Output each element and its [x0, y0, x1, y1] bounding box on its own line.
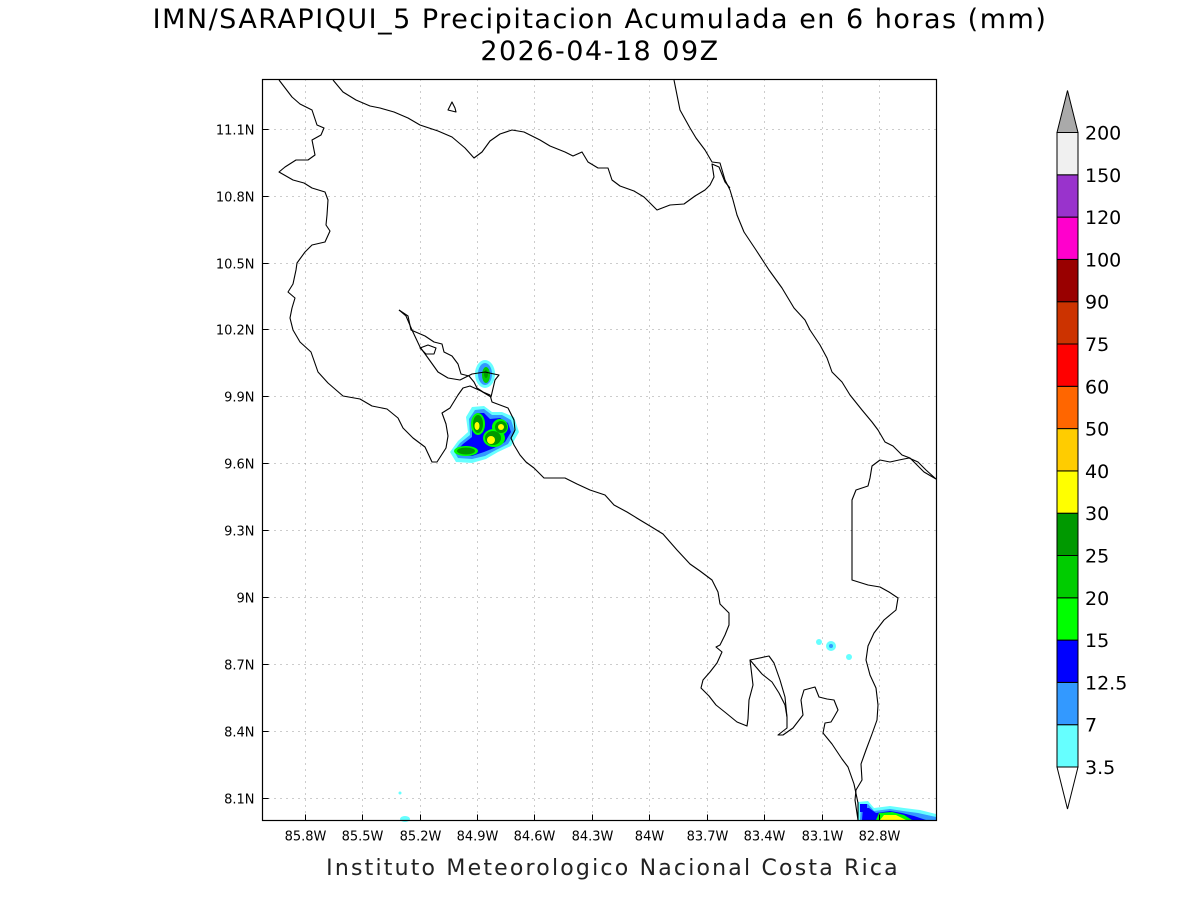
colorbar-label: 75 — [1085, 334, 1109, 356]
colorbar-label: 40 — [1085, 461, 1109, 483]
island-chira — [419, 344, 437, 355]
y-tick-label: 9.3N — [224, 525, 254, 540]
colorbar-label: 12.5 — [1085, 672, 1127, 694]
border-panama — [851, 457, 937, 821]
x-tick-label: 83.1W — [802, 830, 844, 845]
map-title: IMN/SARAPIQUI_5 Precipitacion Acumulada … — [152, 4, 1048, 35]
colorbar-label: 200 — [1085, 123, 1121, 145]
colorbar-label: 30 — [1085, 503, 1109, 525]
coastline-inner-gulf — [749, 659, 788, 718]
colorbar-swatch — [1056, 216, 1079, 260]
coastline-pacific-nicoya — [278, 79, 500, 463]
footer-credit: Instituto Meteorologico Nacional Costa R… — [326, 856, 900, 881]
y-tick-label: 10.5N — [216, 258, 255, 273]
colorbar-label: 100 — [1085, 249, 1121, 271]
colorbar-swatch — [1056, 385, 1079, 430]
colorbar-swatch — [1056, 258, 1079, 303]
y-tick-label: 11.1N — [216, 124, 255, 139]
precip-cluster-central — [450, 360, 519, 463]
y-axis: 8.1N 8.4N 8.7N 9N 9.3N 9.6N 9.9N 10.2N 10.5N 10.8… — [216, 124, 269, 808]
colorbar-swatch — [1056, 724, 1079, 768]
colorbar-swatch — [1056, 132, 1079, 176]
gridlines — [262, 79, 937, 821]
colorbar: 3.5 7 12.5 15 20 25 30 40 50 60 75 90 100 120 150 200 — [1056, 90, 1127, 810]
colorbar-swatch — [1056, 174, 1079, 218]
map-frame — [261, 78, 938, 822]
x-tick-label: 84.3W — [572, 830, 614, 845]
x-tick-label: 82.8W — [859, 830, 901, 845]
map-date-subtitle: 2026-04-18 09Z — [480, 36, 720, 67]
y-tick-label: 10.8N — [216, 191, 255, 206]
coastline-caribbean-main — [673, 79, 937, 480]
colorbar-label: 15 — [1085, 630, 1109, 652]
colorbar-label: 3.5 — [1085, 757, 1115, 779]
precipitation-field — [398, 360, 936, 822]
x-tick-label: 84.9W — [457, 830, 499, 845]
island-north — [447, 101, 457, 113]
colorbar-label: 120 — [1085, 207, 1121, 229]
colorbar-label: 25 — [1085, 546, 1109, 568]
precip-cluster-corner — [858, 801, 936, 820]
colorbar-swatch — [1056, 428, 1079, 472]
y-tick-label: 9.9N — [224, 391, 254, 406]
x-tick-label: 83.4W — [744, 830, 786, 845]
y-tick-label: 9N — [237, 592, 255, 607]
precip-spots-southeast — [398, 639, 852, 822]
y-tick-label: 8.7N — [224, 659, 254, 674]
colorbar-swatch — [1056, 597, 1079, 641]
colorbar-swatch — [1056, 639, 1079, 683]
colorbar-swatch — [1056, 681, 1079, 726]
colorbar-label: 60 — [1085, 376, 1109, 398]
y-tick-label: 8.4N — [224, 726, 254, 741]
colorbar-swatch — [1056, 555, 1079, 599]
x-tick-label: 84W — [635, 830, 665, 845]
colorbar-label: 150 — [1085, 165, 1121, 187]
x-tick-label: 84.6W — [514, 830, 556, 845]
colorbar-swatch — [1056, 470, 1079, 514]
colorbar-label: 7 — [1085, 715, 1097, 737]
colorbar-min-arrow — [1056, 766, 1079, 810]
colorbar-max-arrow — [1056, 90, 1079, 133]
x-axis: 85.8W 85.5W 85.2W 84.9W 84.6W 84.3W 84W 83.7W 83… — [285, 814, 901, 845]
colorbar-label: 90 — [1085, 292, 1109, 314]
colorbar-swatch — [1056, 512, 1079, 557]
x-tick-label: 85.5W — [342, 830, 384, 845]
y-tick-label: 10.2N — [216, 324, 255, 339]
colorbar-swatch — [1056, 301, 1079, 345]
colorbar-label: 50 — [1085, 419, 1109, 441]
coastline-caribbean-north — [332, 79, 731, 211]
x-tick-label: 85.8W — [285, 830, 327, 845]
y-tick-label: 8.1N — [224, 793, 254, 808]
coastline-pacific-main — [398, 309, 859, 820]
x-tick-label: 85.2W — [400, 830, 442, 845]
colorbar-swatch — [1056, 343, 1079, 387]
coastlines-borders — [278, 79, 937, 821]
y-tick-label: 9.6N — [224, 458, 254, 473]
x-tick-label: 83.7W — [687, 830, 729, 845]
colorbar-label: 20 — [1085, 588, 1109, 610]
